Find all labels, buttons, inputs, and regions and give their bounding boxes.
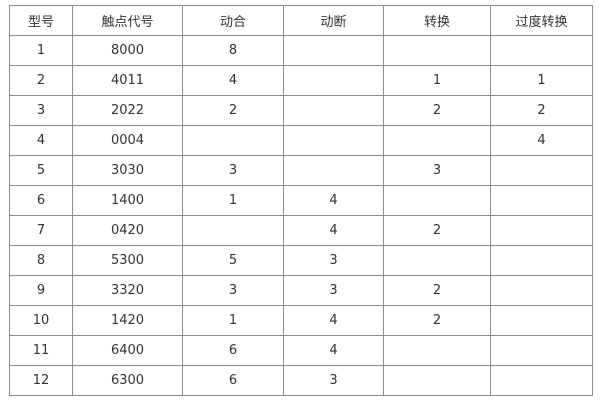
cell-normally-closed: [283, 35, 384, 66]
cell-normally-open: 3: [182, 155, 284, 186]
table-row: 3 2022 2 2 2: [9, 95, 593, 126]
cell-normally-open: [182, 125, 284, 156]
cell-contact-code: 3030: [72, 155, 183, 186]
table-row: 4 0004 4: [9, 125, 593, 156]
cell-normally-closed: 4: [283, 185, 384, 216]
cell-normally-closed: [283, 65, 384, 96]
cell-model: 6: [9, 185, 73, 216]
contact-spec-table-container: 型号 触点代号 动合 动断 转换 过度转换 1 8000 8 2 4011 4 1 1 3 2022 2 2 2 4…: [9, 5, 593, 396]
cell-normally-open: 8: [182, 35, 284, 66]
cell-contact-code: 1420: [72, 305, 183, 336]
cell-changeover: [383, 335, 491, 366]
cell-normally-open: 2: [182, 95, 284, 126]
cell-model: 11: [9, 335, 73, 366]
cell-changeover: 2: [383, 95, 491, 126]
cell-normally-open: 5: [182, 245, 284, 276]
cell-changeover: [383, 125, 491, 156]
cell-normally-open: 1: [182, 305, 284, 336]
cell-model: 1: [9, 35, 73, 66]
cell-model: 5: [9, 155, 73, 186]
column-header-transition-changeover: 过度转换: [490, 5, 593, 36]
column-header-model: 型号: [9, 5, 73, 36]
cell-transition-changeover: [490, 185, 593, 216]
cell-transition-changeover: 2: [490, 95, 593, 126]
table-row: 6 1400 1 4: [9, 185, 593, 216]
table-body: 1 8000 8 2 4011 4 1 1 3 2022 2 2 2 4 0004 4 5 3030 3 3 6 1400…: [9, 35, 593, 396]
contact-spec-table: 型号 触点代号 动合 动断 转换 过度转换 1 8000 8 2 4011 4 1 1 3 2022 2 2 2 4…: [9, 5, 593, 396]
cell-normally-open: 3: [182, 275, 284, 306]
cell-changeover: 1: [383, 65, 491, 96]
cell-model: 10: [9, 305, 73, 336]
table-row: 10 1420 1 4 2: [9, 305, 593, 336]
cell-changeover: 2: [383, 305, 491, 336]
cell-normally-open: 1: [182, 185, 284, 216]
cell-contact-code: 3320: [72, 275, 183, 306]
cell-normally-open: [182, 215, 284, 246]
header-row: 型号 触点代号 动合 动断 转换 过度转换: [9, 5, 593, 36]
cell-normally-closed: 3: [283, 275, 384, 306]
cell-model: 12: [9, 365, 73, 396]
cell-normally-open: 6: [182, 365, 284, 396]
cell-normally-closed: 4: [283, 335, 384, 366]
table-row: 7 0420 4 2: [9, 215, 593, 246]
cell-changeover: [383, 245, 491, 276]
cell-changeover: [383, 365, 491, 396]
table-row: 12 6300 6 3: [9, 365, 593, 396]
cell-normally-closed: 3: [283, 245, 384, 276]
cell-transition-changeover: 1: [490, 65, 593, 96]
cell-changeover: 3: [383, 155, 491, 186]
cell-contact-code: 1400: [72, 185, 183, 216]
cell-model: 9: [9, 275, 73, 306]
cell-contact-code: 5300: [72, 245, 183, 276]
cell-contact-code: 6400: [72, 335, 183, 366]
cell-model: 3: [9, 95, 73, 126]
cell-transition-changeover: 4: [490, 125, 593, 156]
table-row: 5 3030 3 3: [9, 155, 593, 186]
cell-contact-code: 6300: [72, 365, 183, 396]
table-row: 11 6400 6 4: [9, 335, 593, 366]
table-row: 1 8000 8: [9, 35, 593, 66]
cell-normally-open: 6: [182, 335, 284, 366]
cell-transition-changeover: [490, 155, 593, 186]
cell-normally-closed: [283, 125, 384, 156]
column-header-changeover: 转换: [383, 5, 491, 36]
cell-normally-closed: [283, 155, 384, 186]
table-head: 型号 触点代号 动合 动断 转换 过度转换: [9, 5, 593, 36]
cell-normally-closed: 3: [283, 365, 384, 396]
cell-changeover: [383, 185, 491, 216]
cell-model: 8: [9, 245, 73, 276]
cell-changeover: 2: [383, 275, 491, 306]
column-header-normally-open: 动合: [182, 5, 284, 36]
cell-contact-code: 0420: [72, 215, 183, 246]
cell-model: 2: [9, 65, 73, 96]
cell-transition-changeover: [490, 275, 593, 306]
column-header-contact-code: 触点代号: [72, 5, 183, 36]
cell-contact-code: 4011: [72, 65, 183, 96]
cell-normally-open: 4: [182, 65, 284, 96]
column-header-normally-closed: 动断: [283, 5, 384, 36]
cell-transition-changeover: [490, 245, 593, 276]
cell-contact-code: 8000: [72, 35, 183, 66]
cell-model: 4: [9, 125, 73, 156]
cell-normally-closed: 4: [283, 215, 384, 246]
cell-transition-changeover: [490, 35, 593, 66]
cell-contact-code: 0004: [72, 125, 183, 156]
cell-contact-code: 2022: [72, 95, 183, 126]
cell-transition-changeover: [490, 365, 593, 396]
cell-normally-closed: [283, 95, 384, 126]
cell-normally-closed: 4: [283, 305, 384, 336]
cell-changeover: 2: [383, 215, 491, 246]
cell-transition-changeover: [490, 305, 593, 336]
cell-transition-changeover: [490, 335, 593, 366]
cell-changeover: [383, 35, 491, 66]
cell-model: 7: [9, 215, 73, 246]
table-row: 8 5300 5 3: [9, 245, 593, 276]
table-row: 2 4011 4 1 1: [9, 65, 593, 96]
table-row: 9 3320 3 3 2: [9, 275, 593, 306]
cell-transition-changeover: [490, 215, 593, 246]
